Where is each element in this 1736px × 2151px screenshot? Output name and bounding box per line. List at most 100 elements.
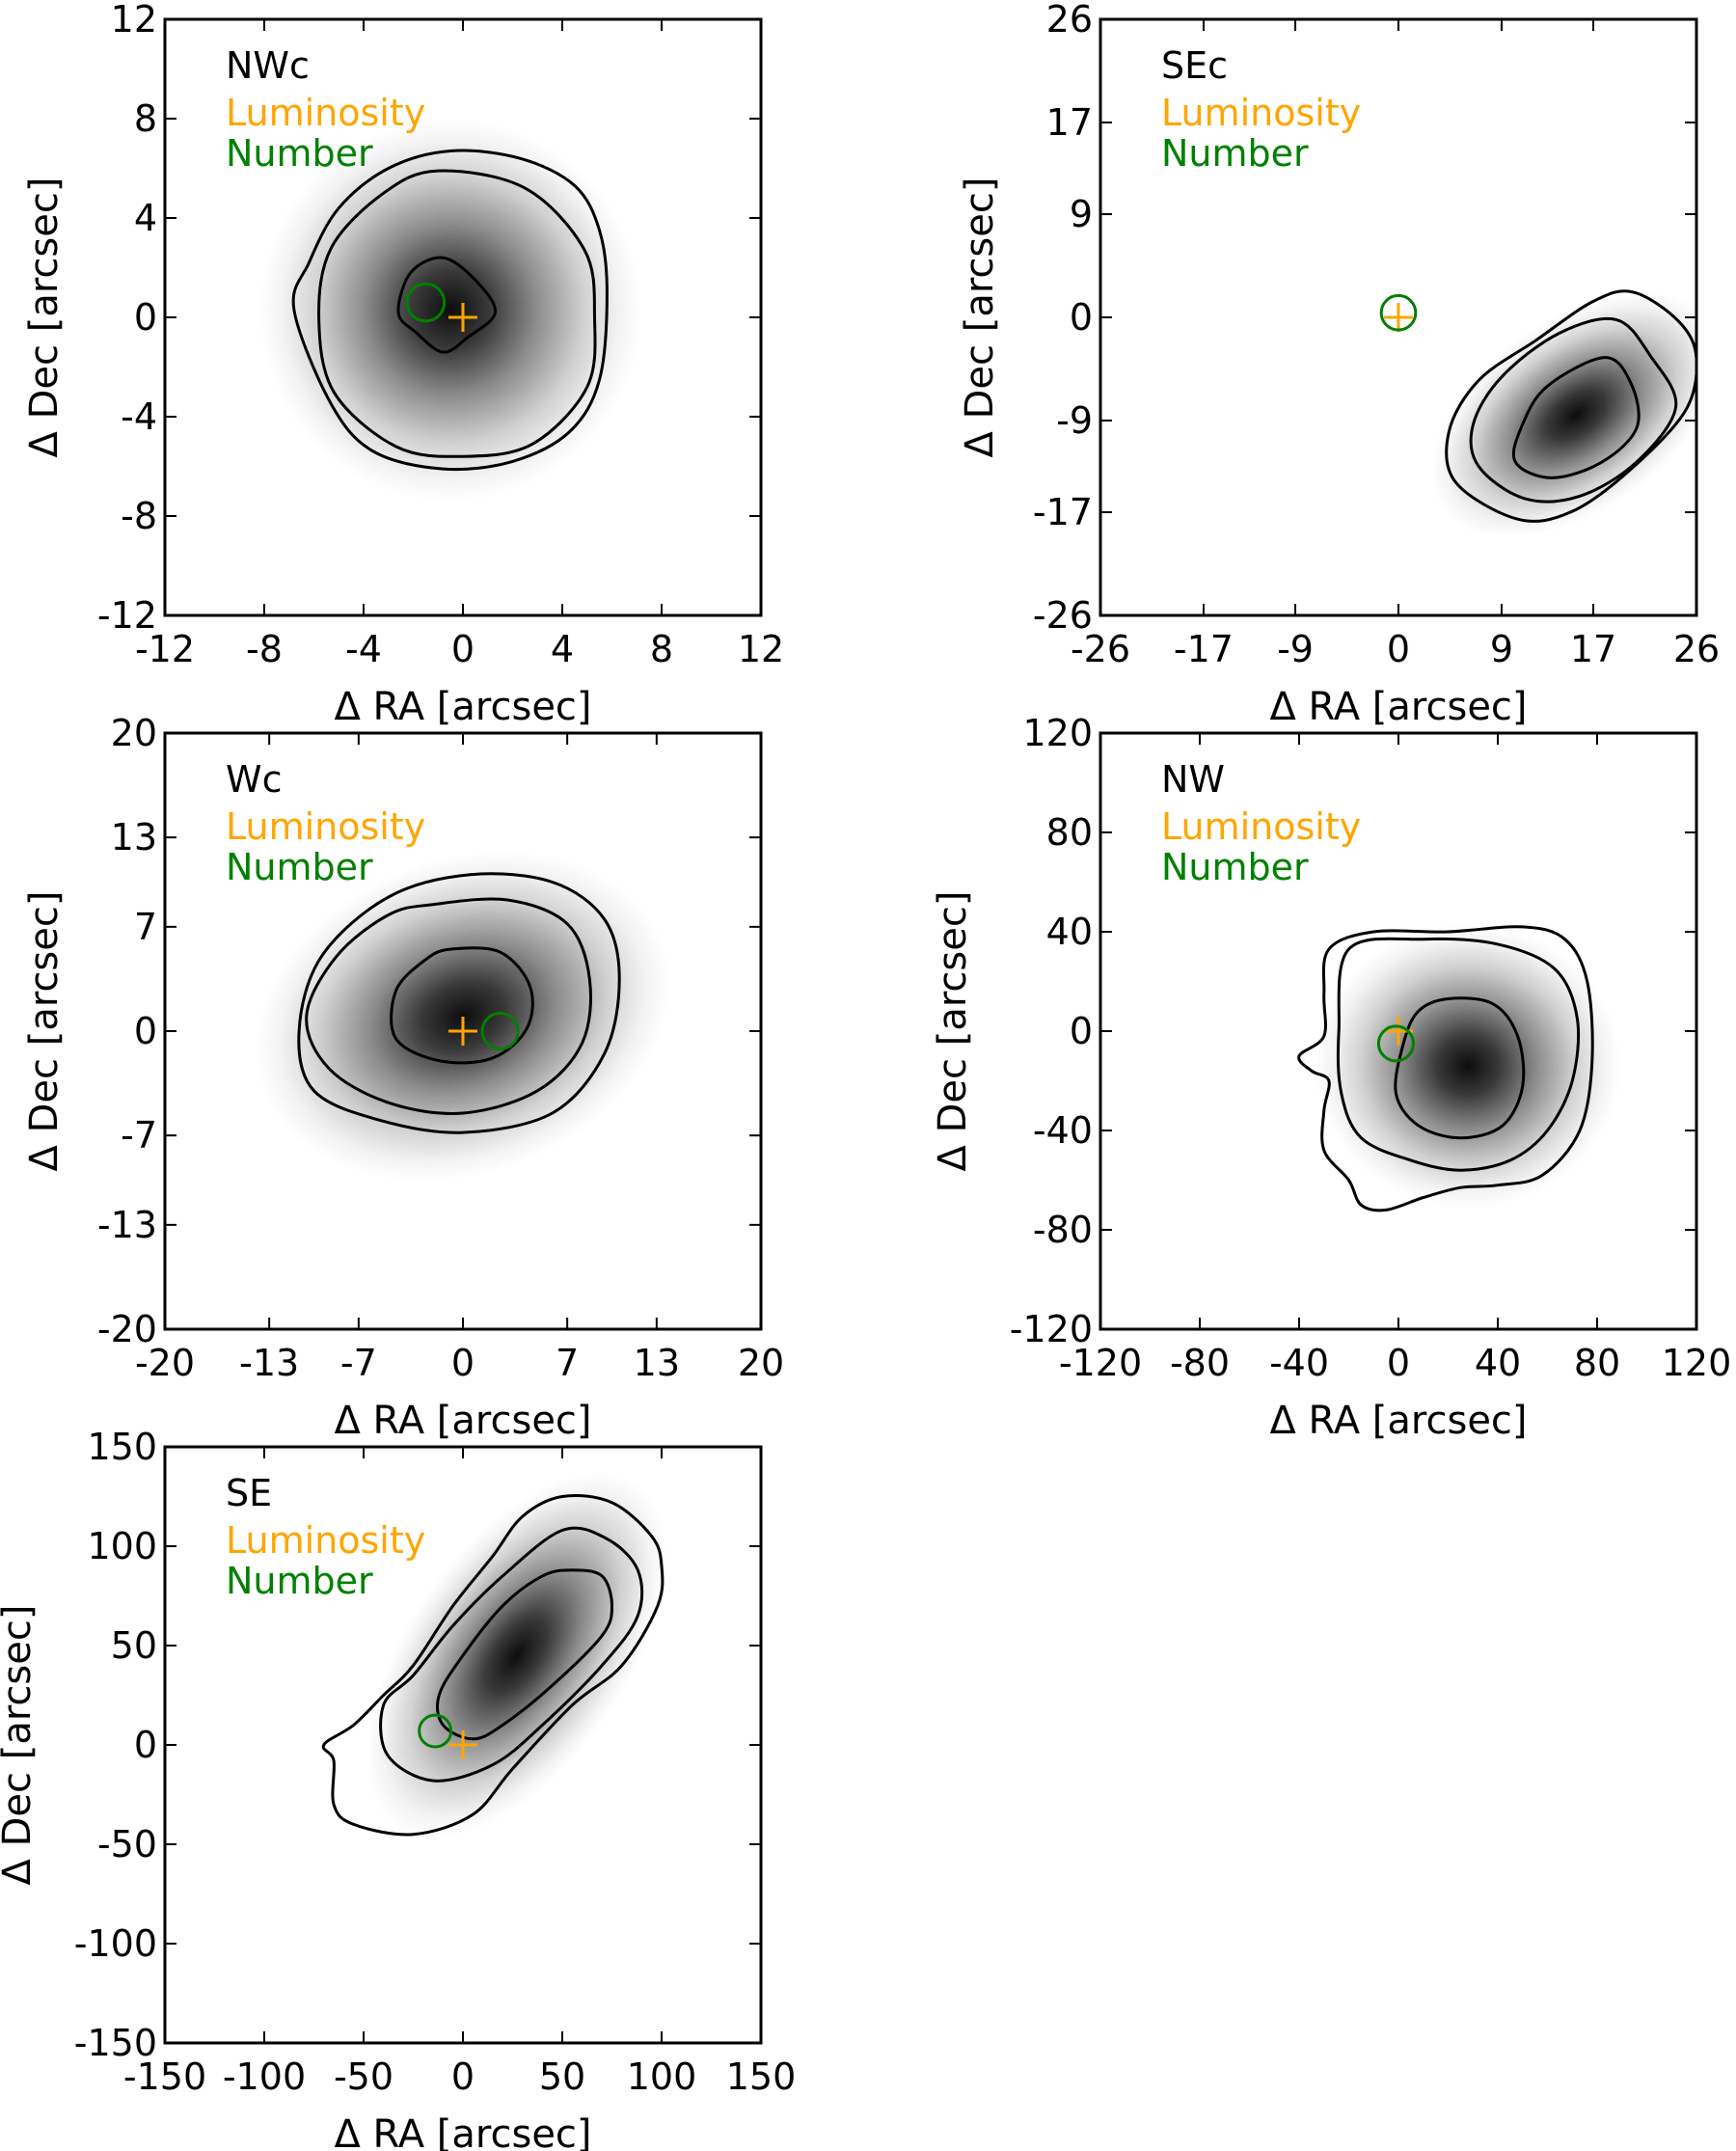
x-tick-label: 9 (1490, 628, 1513, 670)
y-tick-label: -7 (121, 1114, 157, 1157)
y-tick-label: 100 (87, 1525, 157, 1567)
x-tick-label: -13 (239, 1342, 299, 1384)
x-tick-label: 17 (1570, 628, 1616, 670)
legend-luminosity: Luminosity (226, 805, 425, 848)
panel-sec: -26 -17 -9 0 9 17 26 26 17 9 0 -9 -17 -26 Δ RA [arcsec… (958, 0, 1720, 729)
y-tick-label: 120 (1022, 712, 1093, 754)
y-tick-label: -9 (1056, 399, 1093, 442)
x-tick-label: 4 (551, 628, 574, 670)
y-tick-label: -20 (97, 1308, 157, 1350)
y-tick-label: -50 (97, 1823, 157, 1865)
y-axis-label: Δ Dec [arcsec] (22, 891, 67, 1172)
x-tick-label: 150 (726, 2056, 797, 2098)
y-tick-label: 4 (134, 197, 157, 239)
y-tick-label: -150 (74, 2022, 157, 2064)
number-center-marker (418, 1713, 453, 1749)
plot-area (1100, 733, 1696, 1329)
y-tick-label: -120 (1010, 1308, 1093, 1350)
contour-level-2 (305, 897, 592, 1115)
number-center-marker (1379, 293, 1418, 332)
x-tick-label: 20 (738, 1342, 784, 1384)
plot-area (165, 19, 761, 615)
panel-nwc: -12 -8 -4 0 4 8 12 12 8 4 0 -4 -8 -12 Δ RA [arcsec] Δ D… (22, 0, 784, 729)
legend-luminosity: Luminosity (1161, 805, 1361, 848)
density-map (1315, 923, 1621, 1209)
y-tick-label: 0 (134, 1724, 157, 1766)
y-tick-label: 7 (134, 906, 157, 948)
panel-title: SE (226, 1472, 272, 1514)
x-tick-label: -26 (1071, 628, 1130, 670)
x-tick-label: 120 (1662, 1342, 1732, 1384)
y-tick-label: -8 (121, 495, 157, 537)
x-axis-label: Δ RA [arcsec] (334, 685, 591, 729)
x-tick-label: -7 (340, 1342, 377, 1384)
panel-wc: -20 -13 -7 0 7 13 20 20 13 7 0 -7 -13 -20 Δ RA [arcsec… (22, 712, 784, 1443)
x-tick-label: 100 (627, 2056, 697, 2098)
contour-level-1 (436, 1568, 614, 1741)
y-tick-label: 80 (1046, 811, 1093, 854)
x-tick-label: 13 (634, 1342, 680, 1384)
plot-area (165, 733, 761, 1329)
x-tick-label: 40 (1475, 1342, 1521, 1384)
legend-number: Number (226, 1560, 373, 1602)
y-tick-label: 0 (1070, 1010, 1093, 1052)
x-tick-label: 0 (1387, 628, 1410, 670)
x-tick-label: -80 (1170, 1342, 1230, 1384)
x-tick-label: -9 (1277, 628, 1314, 670)
x-tick-label: -8 (246, 628, 283, 670)
x-tick-label: 80 (1574, 1342, 1620, 1384)
x-tick-label: -150 (123, 2056, 206, 2098)
y-tick-label: 13 (111, 816, 157, 858)
number-center-marker (480, 1011, 520, 1051)
contour-level-2 (1336, 937, 1581, 1172)
x-tick-label: 0 (1387, 1342, 1410, 1384)
x-tick-label: 0 (451, 628, 475, 670)
legend-number: Number (1161, 132, 1309, 175)
x-tick-label: -100 (223, 2056, 306, 2098)
y-tick-label: 8 (134, 97, 157, 140)
y-tick-label: -26 (1033, 594, 1093, 637)
y-axis-label: Δ Dec [arcsec] (0, 1605, 40, 1886)
x-axis-label: Δ RA [arcsec] (334, 1399, 591, 1443)
luminosity-center-marker (448, 1017, 477, 1046)
x-tick-label: -120 (1059, 1342, 1142, 1384)
contour-level-1 (1511, 356, 1641, 479)
panel-title: NW (1161, 758, 1225, 801)
legend-luminosity: Luminosity (1161, 92, 1361, 134)
y-tick-label: 17 (1046, 101, 1093, 144)
y-tick-label: 20 (111, 712, 157, 754)
y-axis-label: Δ Dec [arcsec] (931, 891, 975, 1172)
contour-level-2 (317, 169, 597, 458)
legend-luminosity: Luminosity (226, 1519, 425, 1562)
y-tick-label: -17 (1033, 491, 1093, 533)
x-tick-label: 0 (451, 1342, 475, 1384)
panel-se: -150 -100 -50 0 50 100 150 150 100 50 0 -50 -100 -150… (0, 1426, 797, 2151)
y-axis-label: Δ Dec [arcsec] (958, 177, 1002, 458)
x-tick-label: -50 (334, 2056, 393, 2098)
y-axis-label: Δ Dec [arcsec] (22, 177, 67, 458)
x-axis-label: Δ RA [arcsec] (1269, 685, 1527, 729)
luminosity-center-marker (448, 303, 477, 332)
y-tick-label: 40 (1046, 911, 1093, 953)
y-tick-label: 150 (87, 1426, 157, 1468)
y-tick-label: 12 (111, 0, 157, 41)
y-tick-label: -12 (97, 594, 157, 637)
contour-level-1 (396, 256, 498, 354)
y-tick-label: -40 (1033, 1109, 1093, 1152)
y-tick-label: 26 (1046, 0, 1093, 41)
x-tick-label: 0 (451, 2056, 475, 2098)
contour-level-2 (379, 1526, 644, 1783)
number-center-marker (405, 282, 447, 323)
x-tick-label: -17 (1174, 628, 1234, 670)
contour-level-3 (321, 1493, 665, 1837)
legend-number: Number (226, 132, 373, 175)
y-tick-label: -13 (97, 1204, 157, 1246)
plot-area (165, 1447, 761, 2043)
x-tick-label: 12 (738, 628, 784, 670)
x-axis-label: Δ RA [arcsec] (334, 2112, 591, 2151)
y-tick-label: -100 (74, 1922, 157, 1965)
x-tick-label: 7 (556, 1342, 579, 1384)
y-tick-label: -4 (121, 395, 157, 438)
panel-title: NWc (226, 44, 310, 87)
